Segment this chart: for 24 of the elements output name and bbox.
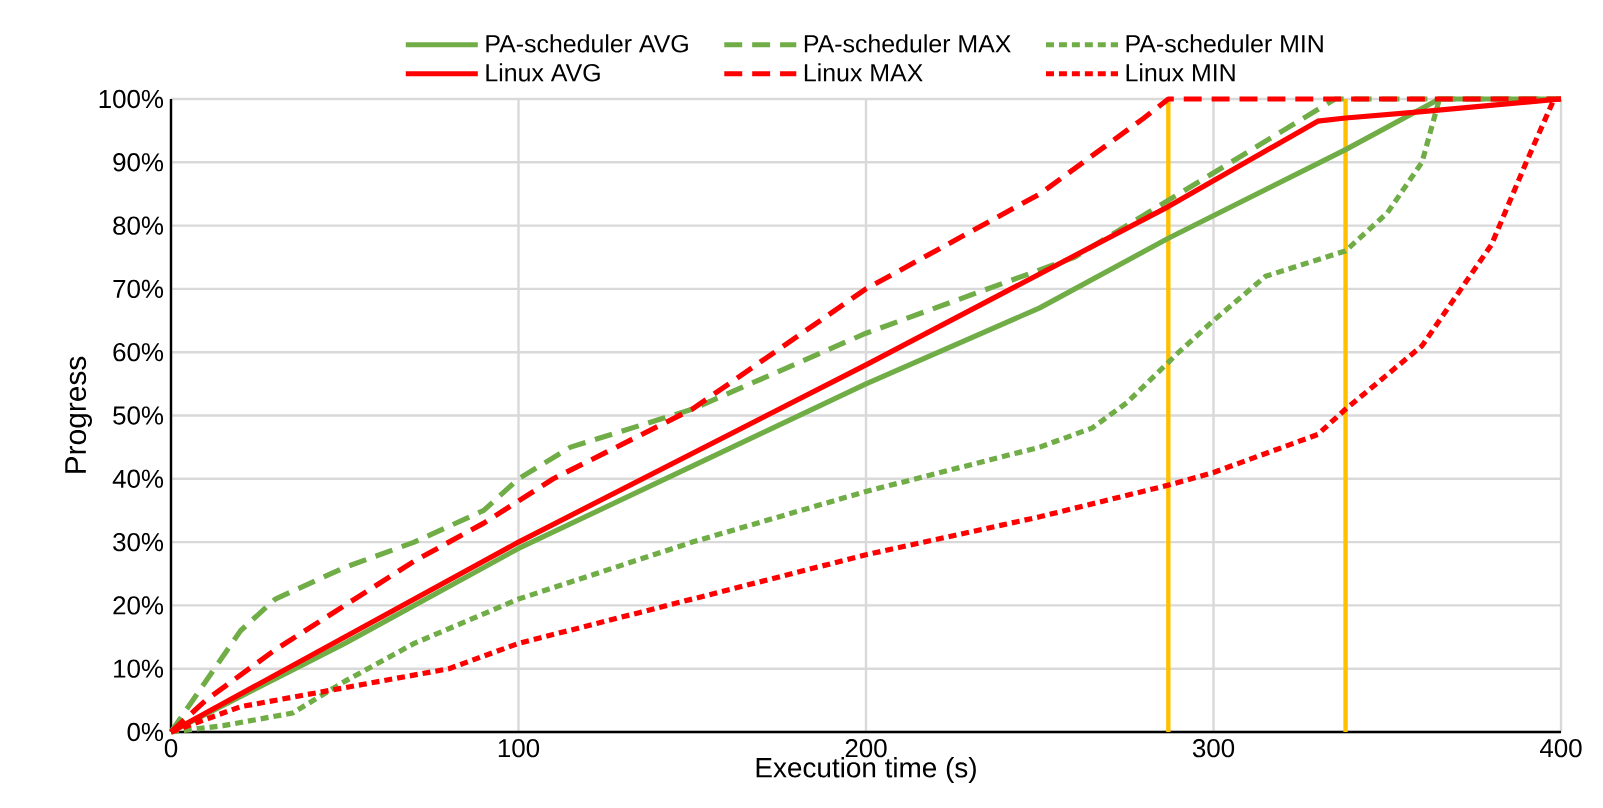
y-tick-label: 100% [99, 89, 164, 109]
y-tick-label: 50% [113, 406, 164, 425]
x-tick-label: 300 [1192, 739, 1235, 758]
x-tick-label: 200 [845, 739, 887, 758]
legend-label: PA-scheduler MAX [804, 34, 1011, 53]
y-tick-label: 90% [113, 153, 164, 172]
y-tick-label: 0% [127, 722, 164, 742]
legend-label: PA-scheduler MIN [1126, 34, 1323, 53]
legend-label: Linux MIN [1126, 63, 1235, 82]
y-tick-label: 40% [112, 469, 164, 488]
legend-label: Linux AVG [486, 63, 600, 82]
y-tick-label: 60% [113, 343, 164, 362]
y-tick-label: 80% [113, 216, 164, 235]
y-tick-label: 10% [114, 659, 164, 678]
legend-label: Linux MAX [804, 63, 923, 82]
legend-label: PA-scheduler AVG [486, 34, 688, 53]
y-tick-label: 70% [113, 279, 164, 299]
x-tick-label: 100 [498, 739, 540, 758]
y-tick-label: 30% [113, 532, 164, 552]
y-axis-title: Progress [65, 356, 93, 473]
y-tick-label: 20% [113, 596, 164, 615]
x-tick-label: 400 [1539, 739, 1582, 758]
x-axis-title: Execution time (s) [756, 757, 976, 784]
x-tick-label: 0 [164, 739, 178, 758]
